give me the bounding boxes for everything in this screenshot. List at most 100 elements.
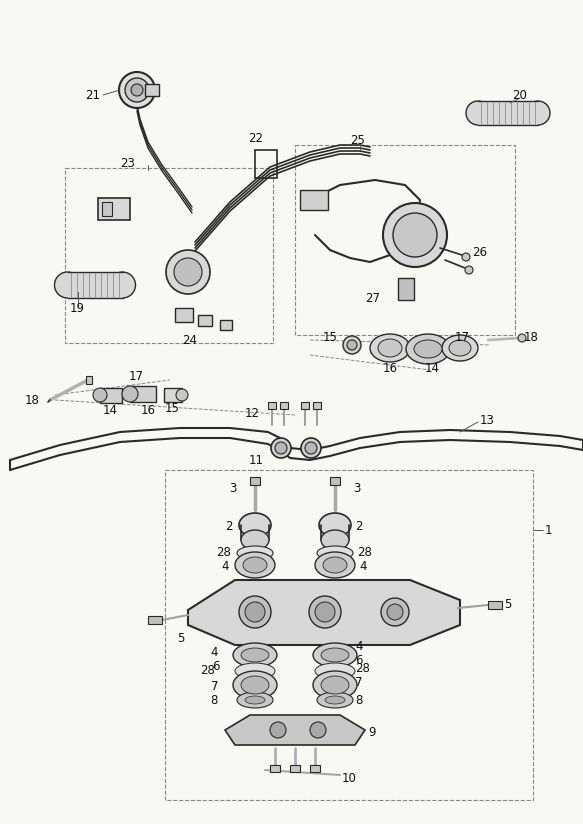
Text: 1: 1 [545, 523, 553, 536]
Circle shape [305, 442, 317, 454]
Bar [330, 477, 340, 485]
Circle shape [309, 596, 341, 628]
Bar [165, 470, 533, 800]
Circle shape [131, 84, 143, 96]
Bar [290, 765, 300, 772]
Circle shape [383, 203, 447, 267]
Ellipse shape [235, 552, 275, 578]
Text: 17: 17 [128, 369, 143, 382]
Bar [249, 685, 261, 690]
Circle shape [462, 253, 470, 261]
Text: 16: 16 [141, 404, 156, 416]
Text: 17: 17 [455, 330, 469, 344]
Text: 7: 7 [210, 680, 218, 692]
Ellipse shape [243, 557, 267, 573]
Ellipse shape [241, 676, 269, 694]
Text: 7: 7 [355, 677, 363, 690]
Bar [280, 402, 288, 409]
Text: 24: 24 [182, 334, 197, 347]
Bar [300, 190, 328, 210]
Bar [488, 601, 502, 609]
Ellipse shape [245, 696, 265, 704]
Ellipse shape [237, 692, 273, 708]
Text: 28: 28 [355, 662, 370, 675]
Ellipse shape [414, 340, 442, 358]
Ellipse shape [449, 340, 471, 356]
Bar [295, 145, 515, 335]
Circle shape [174, 258, 202, 286]
Circle shape [245, 602, 265, 622]
Bar [68, 272, 122, 298]
Text: 6: 6 [212, 661, 220, 673]
Text: 10: 10 [342, 771, 357, 784]
Bar [148, 616, 162, 624]
Circle shape [315, 602, 335, 622]
Text: 3: 3 [353, 481, 360, 494]
Ellipse shape [241, 648, 269, 662]
Text: 5: 5 [178, 631, 185, 644]
Ellipse shape [317, 546, 353, 560]
Circle shape [347, 340, 357, 350]
Ellipse shape [321, 676, 349, 694]
Ellipse shape [313, 643, 357, 667]
Ellipse shape [239, 513, 271, 537]
Bar [198, 315, 212, 326]
Text: 12: 12 [245, 406, 260, 419]
Circle shape [301, 438, 321, 458]
Text: 8: 8 [210, 695, 218, 708]
Ellipse shape [323, 557, 347, 573]
Text: 2: 2 [226, 519, 233, 532]
Bar [301, 402, 309, 409]
Text: 11: 11 [249, 453, 264, 466]
Circle shape [122, 386, 138, 402]
Circle shape [239, 596, 271, 628]
Bar [310, 765, 320, 772]
Polygon shape [225, 715, 365, 745]
Ellipse shape [378, 339, 402, 357]
Circle shape [381, 598, 409, 626]
Text: 14: 14 [103, 404, 118, 416]
Text: 28: 28 [216, 546, 231, 559]
Text: 5: 5 [504, 597, 511, 611]
Text: 26: 26 [472, 246, 487, 259]
Text: 23: 23 [120, 157, 135, 170]
Text: 22: 22 [248, 132, 263, 144]
Ellipse shape [235, 663, 275, 679]
Polygon shape [188, 580, 460, 645]
Text: 18: 18 [524, 330, 539, 344]
Circle shape [125, 78, 149, 102]
Circle shape [119, 72, 155, 108]
Ellipse shape [233, 643, 277, 667]
Text: 15: 15 [164, 401, 180, 414]
Ellipse shape [321, 648, 349, 662]
Text: 18: 18 [25, 394, 40, 406]
Bar [250, 477, 260, 485]
Circle shape [275, 442, 287, 454]
Bar [65, 168, 273, 343]
Text: 27: 27 [365, 292, 380, 305]
Bar [313, 402, 321, 409]
Bar [478, 101, 538, 125]
Bar [145, 84, 159, 96]
Bar [102, 202, 112, 216]
Circle shape [343, 336, 361, 354]
Text: 3: 3 [230, 481, 237, 494]
Bar [268, 402, 276, 409]
Circle shape [110, 272, 135, 298]
Bar [100, 388, 122, 403]
Text: 19: 19 [70, 302, 85, 315]
Circle shape [54, 272, 80, 298]
Circle shape [387, 604, 403, 620]
Circle shape [393, 213, 437, 257]
Circle shape [176, 389, 188, 401]
Bar [164, 388, 182, 402]
Text: 4: 4 [222, 560, 229, 574]
Text: 14: 14 [424, 362, 440, 374]
Circle shape [526, 101, 550, 125]
Text: 4: 4 [210, 647, 218, 659]
Bar [86, 376, 92, 384]
Bar [398, 278, 414, 300]
Text: 8: 8 [355, 694, 363, 706]
Text: 28: 28 [200, 663, 215, 677]
Bar [175, 308, 193, 322]
